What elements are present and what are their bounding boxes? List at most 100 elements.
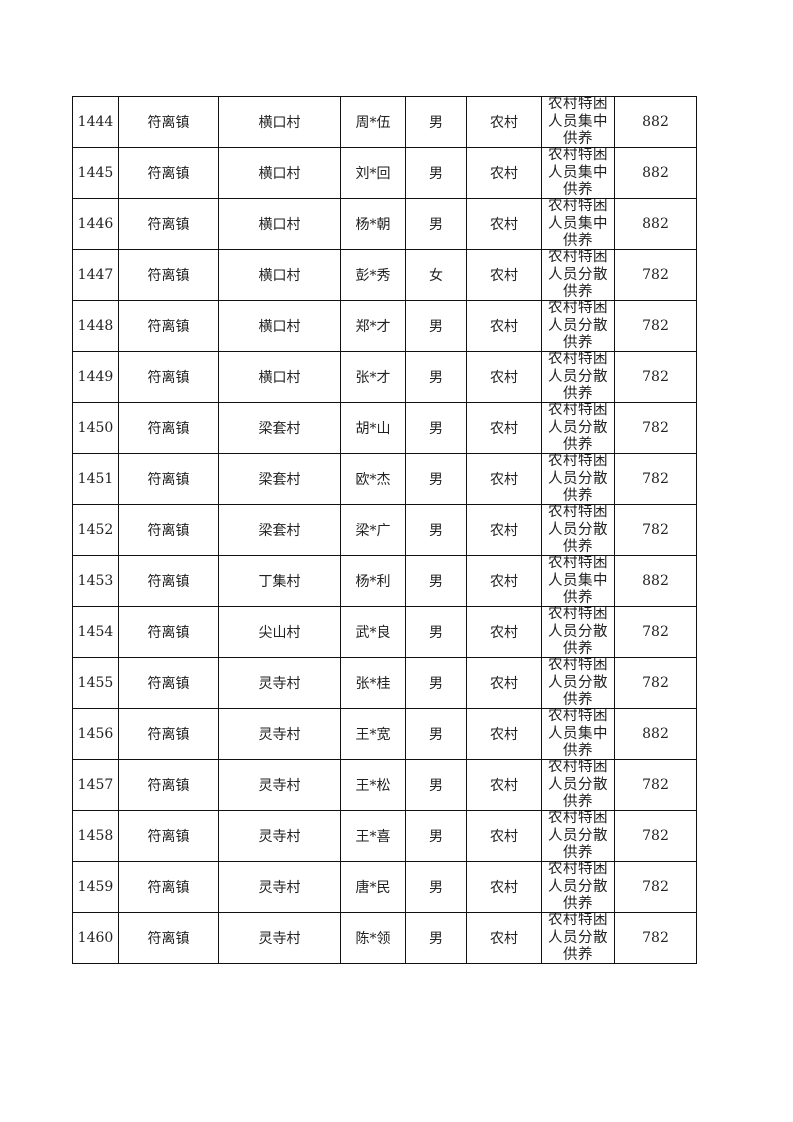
name-cell: 王*宽 [340, 708, 406, 760]
name-cell: 杨*利 [340, 555, 406, 607]
village-cell: 梁套村 [218, 504, 341, 556]
area-cell: 农村 [466, 402, 542, 454]
town-cell: 符离镇 [118, 300, 219, 352]
gender-cell: 男 [405, 300, 467, 352]
support-type-text: 农村特困人员分散供养 [548, 759, 608, 810]
name-cell: 唐*民 [340, 861, 406, 913]
support-type-text: 农村特困人员集中供养 [548, 555, 608, 606]
village-cell: 梁套村 [218, 402, 341, 454]
support-type-cell: 农村特困人员分散供养 [541, 861, 615, 913]
town-cell: 符离镇 [118, 657, 219, 709]
name-cell: 王*松 [340, 759, 406, 811]
amount-cell: 782 [614, 453, 697, 505]
amount-cell: 782 [614, 351, 697, 403]
row-number: 1455 [72, 657, 119, 709]
gender-cell: 男 [405, 504, 467, 556]
support-type-cell: 农村特困人员分散供养 [541, 657, 615, 709]
support-type-text: 农村特困人员分散供养 [548, 504, 608, 555]
table-row: 1451 符离镇 梁套村 欧*杰男农村 农村特困人员分散供养 782 [72, 453, 697, 505]
support-type-cell: 农村特困人员分散供养 [541, 300, 615, 352]
area-cell: 农村 [466, 708, 542, 760]
gender-cell: 男 [405, 861, 467, 913]
name-cell: 欧*杰 [340, 453, 406, 505]
name-cell: 王*喜 [340, 810, 406, 862]
support-type-text: 农村特困人员分散供养 [548, 453, 608, 504]
town-cell: 符离镇 [118, 708, 219, 760]
village-cell: 尖山村 [218, 606, 341, 658]
town-cell: 符离镇 [118, 861, 219, 913]
support-type-text: 农村特困人员分散供养 [548, 249, 608, 300]
town-cell: 符离镇 [118, 759, 219, 811]
row-number: 1453 [72, 555, 119, 607]
gender-cell: 女 [405, 249, 467, 301]
town-cell: 符离镇 [118, 810, 219, 862]
table-row: 1445 符离镇 横口村 刘*回男农村 农村特困人员集中供养 882 [72, 147, 697, 199]
name-cell: 武*良 [340, 606, 406, 658]
amount-cell: 882 [614, 147, 697, 199]
support-type-cell: 农村特困人员集中供养 [541, 96, 615, 148]
amount-cell: 882 [614, 555, 697, 607]
support-type-cell: 农村特困人员分散供养 [541, 504, 615, 556]
table-row: 1448 符离镇 横口村 郑*才男农村 农村特困人员分散供养 782 [72, 300, 697, 352]
area-cell: 农村 [466, 147, 542, 199]
village-cell: 灵寺村 [218, 810, 341, 862]
gender-cell: 男 [405, 606, 467, 658]
village-cell: 灵寺村 [218, 657, 341, 709]
area-cell: 农村 [466, 912, 542, 964]
gender-cell: 男 [405, 555, 467, 607]
gender-cell: 男 [405, 402, 467, 454]
support-type-text: 农村特困人员分散供养 [548, 657, 608, 708]
row-number: 1445 [72, 147, 119, 199]
support-type-cell: 农村特困人员分散供养 [541, 810, 615, 862]
area-cell: 农村 [466, 504, 542, 556]
amount-cell: 882 [614, 198, 697, 250]
support-type-cell: 农村特困人员分散供养 [541, 912, 615, 964]
name-cell: 张*才 [340, 351, 406, 403]
row-number: 1452 [72, 504, 119, 556]
town-cell: 符离镇 [118, 351, 219, 403]
area-cell: 农村 [466, 249, 542, 301]
amount-cell: 782 [614, 912, 697, 964]
amount-cell: 882 [614, 708, 697, 760]
town-cell: 符离镇 [118, 555, 219, 607]
village-cell: 丁集村 [218, 555, 341, 607]
area-cell: 农村 [466, 198, 542, 250]
table-row: 1459 符离镇 灵寺村 唐*民男农村 农村特困人员分散供养 782 [72, 861, 697, 913]
village-cell: 横口村 [218, 249, 341, 301]
support-type-cell: 农村特困人员分散供养 [541, 351, 615, 403]
support-type-text: 农村特困人员分散供养 [548, 351, 608, 402]
support-type-text: 农村特困人员集中供养 [548, 147, 608, 198]
table-row: 1447 符离镇 横口村 彭*秀女农村 农村特困人员分散供养 782 [72, 249, 697, 301]
name-cell: 刘*回 [340, 147, 406, 199]
gender-cell: 男 [405, 708, 467, 760]
support-type-text: 农村特困人员分散供养 [548, 810, 608, 861]
table-row: 1449 符离镇 横口村 张*才男农村 农村特困人员分散供养 782 [72, 351, 697, 403]
town-cell: 符离镇 [118, 249, 219, 301]
gender-cell: 男 [405, 351, 467, 403]
village-cell: 灵寺村 [218, 759, 341, 811]
area-cell: 农村 [466, 351, 542, 403]
area-cell: 农村 [466, 861, 542, 913]
table-row: 1450 符离镇 梁套村 胡*山男农村 农村特困人员分散供养 782 [72, 402, 697, 454]
row-number: 1446 [72, 198, 119, 250]
town-cell: 符离镇 [118, 504, 219, 556]
row-number: 1447 [72, 249, 119, 301]
support-type-text: 农村特困人员分散供养 [548, 402, 608, 453]
support-type-cell: 农村特困人员分散供养 [541, 453, 615, 505]
support-type-cell: 农村特困人员分散供养 [541, 606, 615, 658]
support-type-cell: 农村特困人员分散供养 [541, 402, 615, 454]
support-type-cell: 农村特困人员集中供养 [541, 147, 615, 199]
village-cell: 横口村 [218, 198, 341, 250]
table-row: 1454 符离镇 尖山村 武*良男农村 农村特困人员分散供养 782 [72, 606, 697, 658]
gender-cell: 男 [405, 759, 467, 811]
town-cell: 符离镇 [118, 912, 219, 964]
support-type-text: 农村特困人员分散供养 [548, 300, 608, 351]
row-number: 1448 [72, 300, 119, 352]
name-cell: 陈*领 [340, 912, 406, 964]
support-type-cell: 农村特困人员集中供养 [541, 708, 615, 760]
amount-cell: 782 [614, 606, 697, 658]
table-row: 1456 符离镇 灵寺村 王*宽男农村 农村特困人员集中供养 882 [72, 708, 697, 760]
gender-cell: 男 [405, 657, 467, 709]
row-number: 1454 [72, 606, 119, 658]
table-row: 1444 符离镇 横口村 周*伍男农村 农村特困人员集中供养 882 [72, 96, 697, 148]
